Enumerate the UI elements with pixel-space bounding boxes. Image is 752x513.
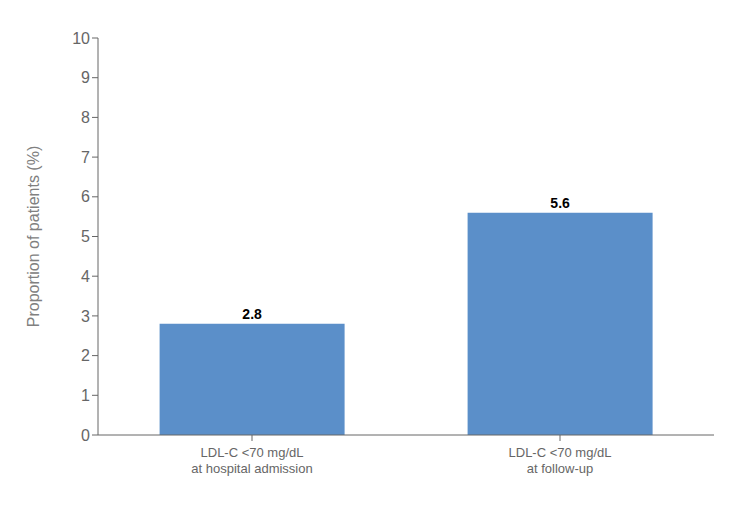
- svg-text:3: 3: [81, 308, 90, 325]
- svg-text:9: 9: [81, 69, 90, 86]
- svg-text:LDL-C <70 mg/dLat follow-up: LDL-C <70 mg/dLat follow-up: [509, 445, 612, 476]
- svg-text:2.8: 2.8: [242, 306, 262, 322]
- svg-text:2: 2: [81, 347, 90, 364]
- svg-text:8: 8: [81, 109, 90, 126]
- svg-text:1: 1: [81, 387, 90, 404]
- svg-text:6: 6: [81, 188, 90, 205]
- svg-text:4: 4: [81, 268, 90, 285]
- svg-text:7: 7: [81, 149, 90, 166]
- svg-text:LDL-C <70 mg/dLat hospital adm: LDL-C <70 mg/dLat hospital admission: [191, 445, 312, 476]
- svg-text:5: 5: [81, 228, 90, 245]
- svg-text:0: 0: [81, 427, 90, 444]
- svg-text:10: 10: [72, 30, 90, 47]
- svg-text:Proportion of patients (%): Proportion of patients (%): [25, 146, 42, 327]
- svg-text:5.6: 5.6: [550, 195, 570, 211]
